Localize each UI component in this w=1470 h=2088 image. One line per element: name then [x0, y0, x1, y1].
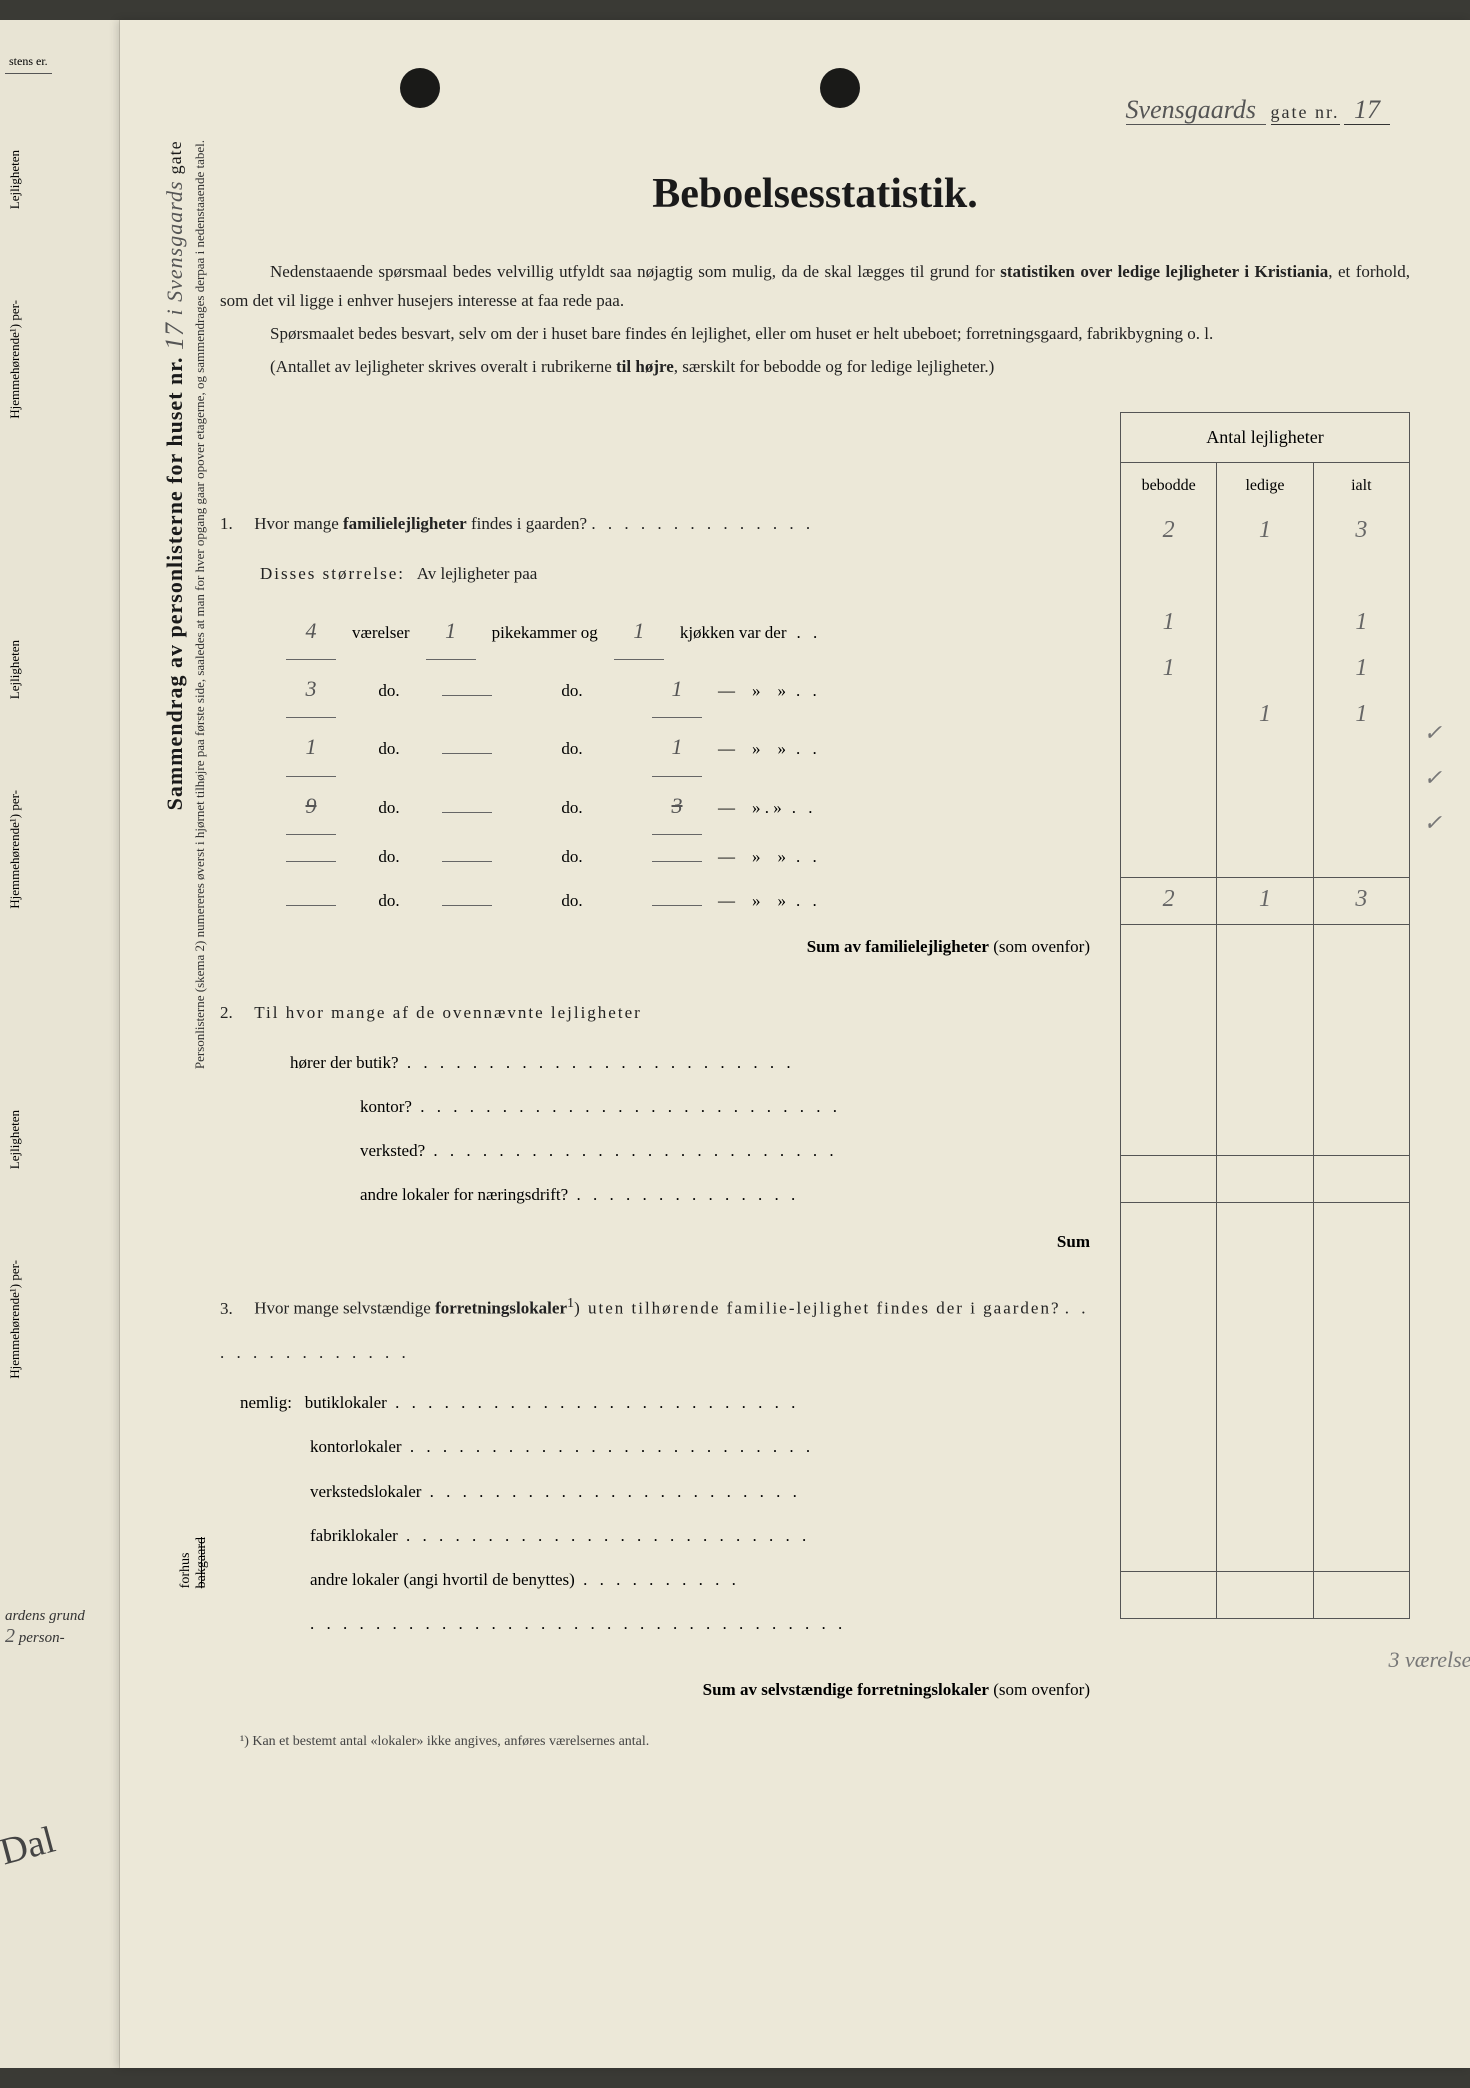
- q3-item: fabriklokaler . . . . . . . . . . . . . …: [220, 1514, 1100, 1558]
- data-row: [1120, 1525, 1410, 1571]
- q3-sum-label: Sum av selvstændige forretningslokaler (…: [220, 1666, 1100, 1714]
- left-col-stens: stens er.: [5, 50, 52, 74]
- data-row: [1120, 831, 1410, 877]
- question-3: 3. Hvor mange selvstændige forretningslo…: [220, 1285, 1100, 1375]
- size-row: 3 do. do. 1 — » » . .: [220, 660, 1100, 718]
- data-row: 11: [1120, 693, 1410, 739]
- col-bebodde: bebodde: [1121, 463, 1217, 509]
- margin-mark: ✓: [1424, 720, 1442, 746]
- sum-row: 213: [1120, 877, 1410, 925]
- table-header: Antal lejligheter bebodde ledige ialt: [1120, 412, 1410, 509]
- intro-text: Nedenstaaende spørsmaal bedes velvillig …: [220, 258, 1410, 382]
- data-row: [1120, 785, 1410, 831]
- q3-nemlig: nemlig: butiklokaler . . . . . . . . . .…: [220, 1381, 1100, 1425]
- size-row: do. do. — » » . .: [220, 879, 1100, 923]
- punch-hole: [820, 68, 860, 108]
- size-row: 9 do. do. 3 — » . » . .: [220, 777, 1100, 835]
- data-row: [1120, 1109, 1410, 1155]
- data-row: [1120, 1249, 1410, 1295]
- data-row: [1120, 925, 1410, 971]
- q3-item: verkstedslokaler . . . . . . . . . . . .…: [220, 1470, 1100, 1514]
- q2-item: andre lokaler for næringsdrift? . . . . …: [220, 1173, 1100, 1217]
- data-row: 213: [1120, 509, 1410, 555]
- data-row: 11: [1120, 601, 1410, 647]
- sum-row: [1120, 1155, 1410, 1203]
- question-1: 1. Hvor mange familielejligheter findes …: [220, 502, 1100, 546]
- data-row: [1120, 1341, 1410, 1387]
- left-col-lejl-2: Lejligheten: [7, 640, 22, 699]
- data-row: [1120, 1479, 1410, 1525]
- left-col-hjemme-2: Hjemmehørende¹) per-: [7, 790, 22, 909]
- margin-mark: ✓: [1424, 810, 1442, 836]
- left-col-hjemme-3: Hjemmehørende¹) per-: [7, 1260, 22, 1379]
- sum-row: [1120, 1571, 1410, 1619]
- data-row: [1120, 1433, 1410, 1479]
- q2-item: hører der butik? . . . . . . . . . . . .…: [220, 1041, 1100, 1085]
- left-vertical-title: Sammendrag av personlisterne for huset n…: [160, 140, 190, 810]
- question-2: 2. Til hvor mange af de ovennævnte lejli…: [220, 991, 1100, 1035]
- size-row: do. do. — » » . .: [220, 835, 1100, 879]
- left-vertical-subtitle: Personlisterne (skema 2) numereres øvers…: [190, 140, 210, 1069]
- punch-hole: [400, 68, 440, 108]
- col-ialt: ialt: [1314, 463, 1409, 509]
- q3-item-blank: . . . . . . . . . . . . . . . . . . . . …: [220, 1602, 1100, 1646]
- q2-sum-label: Sum: [220, 1218, 1100, 1266]
- data-row: [1120, 739, 1410, 785]
- questions-column: 1. Hvor mange familielejligheter findes …: [220, 412, 1100, 1750]
- data-row: [1120, 1203, 1410, 1249]
- header-street: Svensgaards gate nr. 17: [1126, 95, 1390, 125]
- left-forhus-label: forhus bakgaard: [178, 1537, 210, 1588]
- left-col-lejl: Lejligheten: [7, 150, 22, 209]
- left-bottom-text: ardens grund 2 person-: [5, 1608, 85, 1648]
- data-row: [1120, 1387, 1410, 1433]
- page-title: Beboelsesstatistik.: [220, 170, 1410, 218]
- left-col-hjemme: Hjemmehørende¹) per-: [7, 300, 22, 419]
- q2-item: kontor? . . . . . . . . . . . . . . . . …: [220, 1085, 1100, 1129]
- data-row: [1120, 1017, 1410, 1063]
- data-row: 11: [1120, 647, 1410, 693]
- data-row: [1120, 971, 1410, 1017]
- left-sheet: stens er. Lejligheten Hjemmehørende¹) pe…: [0, 20, 120, 2068]
- size-row: 4 værelser 1 pikekammer og 1 kjøkken var…: [220, 602, 1100, 660]
- footnote: ¹) Kan et bestemt antal «lokaler» ikke a…: [220, 1734, 1100, 1750]
- q1-sum-label: Sum av familielejligheter (som ovenfor): [220, 923, 1100, 971]
- table-column: Antal lejligheter bebodde ledige ialt 21…: [1120, 412, 1410, 1750]
- main-sheet: Sammendrag av personlisterne for huset n…: [120, 20, 1470, 2068]
- left-col-lejl-3: Lejligheten: [7, 1110, 22, 1169]
- data-row: [1120, 1295, 1410, 1341]
- kontor-annotation: 3 værelser: [1389, 1647, 1470, 1673]
- data-row: [1120, 1063, 1410, 1109]
- col-ledige: ledige: [1217, 463, 1313, 509]
- q3-item: kontorlokaler . . . . . . . . . . . . . …: [220, 1425, 1100, 1469]
- q3-item: andre lokaler (angi hvortil de benyttes)…: [220, 1558, 1100, 1602]
- q2-item: verksted? . . . . . . . . . . . . . . . …: [220, 1129, 1100, 1173]
- margin-mark: ✓: [1424, 765, 1442, 791]
- data-row: [1120, 555, 1410, 601]
- page-container: stens er. Lejligheten Hjemmehørende¹) pe…: [0, 20, 1470, 2068]
- size-row: 1 do. do. 1 — » » . .: [220, 718, 1100, 776]
- sizes-label: Disses størrelse: Av lejligheter paa: [220, 552, 1100, 596]
